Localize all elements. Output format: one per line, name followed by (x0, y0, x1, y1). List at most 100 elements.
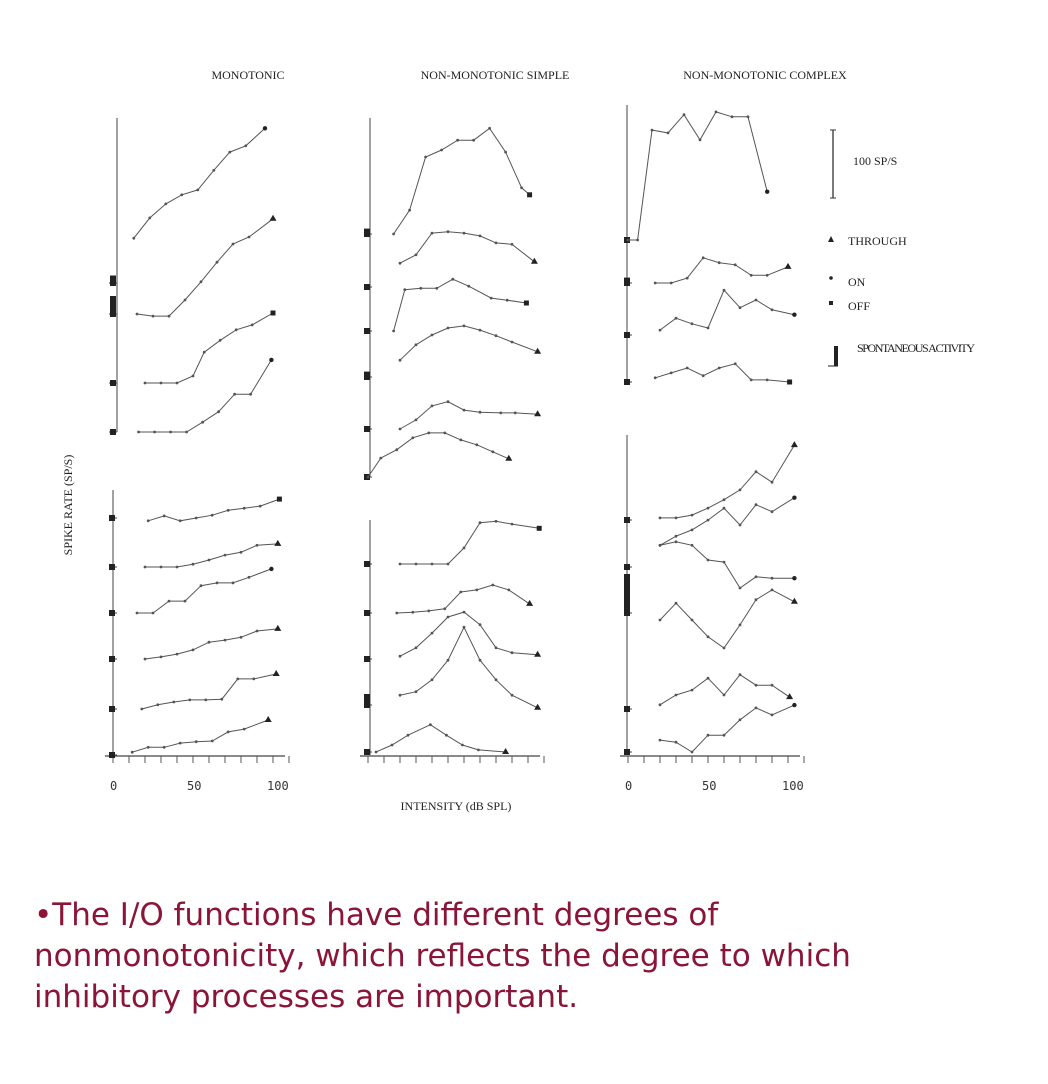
x-tick-label: 100 (267, 779, 289, 793)
data-point (207, 558, 211, 562)
io-curve (109, 357, 274, 435)
data-point (462, 625, 466, 629)
curve-line (659, 497, 795, 546)
data-point (770, 480, 774, 484)
on-marker (269, 357, 274, 363)
curve-line (399, 231, 535, 264)
spontaneous-bar-icon (834, 346, 838, 366)
curve-line (132, 719, 269, 753)
data-point (159, 655, 163, 659)
data-point (669, 281, 673, 285)
curve-line (138, 359, 272, 433)
data-point (722, 646, 726, 650)
data-point (398, 693, 402, 697)
data-point (247, 575, 251, 579)
data-point (430, 333, 434, 337)
data-point (167, 314, 171, 318)
curve-line (659, 289, 795, 331)
spontaneous-bar (364, 561, 370, 567)
off-marker (270, 310, 276, 316)
x-axis-label: INTENSITY (dB SPL) (401, 799, 512, 813)
io-curve (364, 126, 533, 237)
data-point (510, 340, 514, 344)
slide-caption: •The I/O functions have different degree… (34, 895, 934, 1018)
data-point (674, 516, 678, 520)
data-point (169, 430, 173, 434)
spontaneous-bar (624, 574, 630, 616)
data-point (233, 392, 237, 396)
data-point (430, 231, 434, 235)
data-point (730, 115, 734, 119)
data-point (706, 635, 710, 639)
data-point (717, 261, 721, 265)
data-point (185, 430, 189, 434)
data-point (223, 638, 227, 642)
legend-spontaneous: SPONTANEOUS ACTIVITY (857, 341, 975, 355)
legend: 100 SP/S THROUGH ON OFF SPONTANEOUS ACTI… (828, 129, 975, 367)
data-point (478, 410, 482, 414)
data-point (690, 513, 694, 517)
x-tick-label: 50 (702, 779, 716, 793)
data-point (733, 263, 737, 267)
data-point (366, 475, 370, 479)
data-point (414, 646, 418, 650)
curve-line (655, 257, 789, 284)
data-point (658, 516, 662, 520)
x-tick-label: 100 (782, 779, 804, 793)
curve-line (660, 444, 795, 519)
triangle-marker-icon (828, 236, 834, 242)
data-point (685, 276, 689, 280)
data-point (215, 260, 219, 264)
scale-bar-label: 100 SP/S (853, 154, 897, 168)
io-functions-figure: MONOTONIC NON-MONOTONIC SIMPLE NON-MONOT… (61, 68, 975, 813)
curve-line (145, 543, 278, 568)
data-point (754, 706, 758, 710)
data-point (658, 543, 662, 547)
data-point (701, 374, 705, 378)
data-point (132, 236, 136, 240)
spontaneous-bar (364, 694, 370, 708)
data-point (738, 718, 742, 722)
data-point (236, 677, 240, 681)
data-point (690, 750, 694, 754)
spontaneous-bar (364, 610, 370, 616)
data-point (674, 534, 678, 538)
data-point (749, 273, 753, 277)
curve-line (655, 363, 790, 383)
data-point (162, 514, 166, 518)
data-point (494, 678, 498, 682)
spontaneous-bar (110, 429, 116, 435)
data-point (143, 381, 147, 385)
io-curve (364, 625, 542, 710)
data-point (706, 558, 710, 562)
plot-area: 0 50 100 0 50 100 (105, 105, 805, 793)
data-point (430, 404, 434, 408)
data-point (754, 575, 758, 579)
data-point (494, 519, 498, 523)
data-point (478, 521, 482, 525)
data-point (429, 723, 432, 727)
data-point (636, 238, 639, 242)
through-marker (264, 716, 272, 722)
spontaneous-bar (110, 380, 116, 386)
curve-line (141, 673, 277, 710)
data-point (650, 128, 654, 132)
data-point (226, 508, 230, 512)
data-point (701, 256, 705, 260)
through-marker (274, 539, 282, 546)
data-point (489, 296, 493, 300)
spontaneous-bar (364, 328, 370, 334)
data-point (494, 241, 498, 245)
curve-line (399, 626, 538, 709)
through-marker (790, 441, 798, 448)
data-point (467, 284, 471, 288)
data-point (414, 562, 418, 566)
spontaneous-bar (364, 656, 370, 662)
data-point (143, 657, 147, 661)
data-point (390, 743, 394, 747)
spontaneous-bar (109, 564, 115, 570)
io-curve (364, 519, 542, 567)
spontaneous-bar (109, 706, 115, 712)
data-point (674, 601, 678, 605)
curve-line (659, 674, 790, 706)
